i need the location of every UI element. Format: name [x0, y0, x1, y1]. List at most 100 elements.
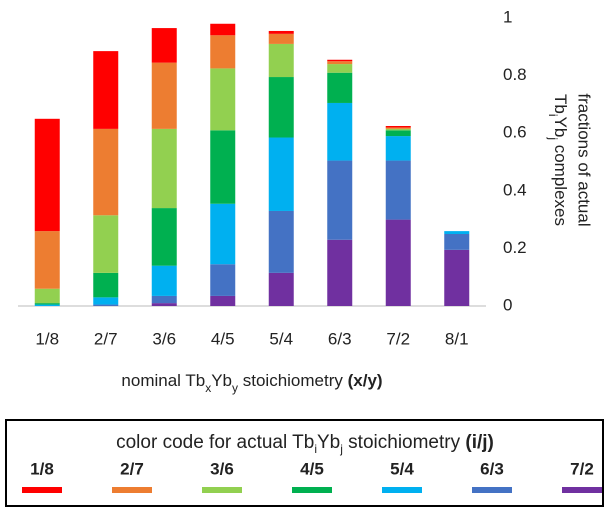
bar-segment [210, 35, 236, 69]
y-tick-label: 0.8 [503, 65, 527, 84]
bar-segment [327, 61, 353, 65]
x-tick-label: 3/6 [152, 329, 176, 348]
bar-segment [444, 249, 470, 306]
y-tick-label: 0.6 [503, 123, 527, 142]
legend-swatch [382, 487, 422, 493]
text-part: (x/y) [348, 371, 383, 390]
bar-segment [34, 288, 60, 304]
bar-segment [327, 239, 353, 306]
bar-segment [268, 77, 294, 138]
legend-swatch [112, 487, 152, 493]
legend-swatch [202, 487, 242, 493]
legend-box [5, 419, 604, 507]
legend-label: 4/5 [300, 459, 324, 478]
legend-label: 5/4 [390, 459, 414, 478]
bar-segment [385, 130, 411, 137]
x-tick-label: 7/2 [386, 329, 410, 348]
subscript: j [546, 136, 560, 140]
bar-segment [327, 72, 353, 103]
bar-segment [327, 102, 353, 161]
bar-segment [93, 272, 119, 298]
x-tick-label: 2/7 [94, 329, 118, 348]
bar-segment [93, 128, 119, 216]
bar-segment [268, 210, 294, 273]
text-part: Yb [317, 432, 340, 453]
x-tick-label: 4/5 [211, 329, 235, 348]
bar-segment [151, 303, 177, 306]
text-part: stoichiometry [238, 371, 348, 390]
bar-segment [385, 219, 411, 306]
subscript: y [232, 381, 238, 395]
bar-segment [268, 272, 294, 306]
bar-segment [385, 128, 411, 131]
y-tick-label: 1 [503, 7, 512, 26]
text-part: stoichiometry [343, 432, 465, 453]
bar-segment [268, 137, 294, 211]
subscript: i [546, 114, 560, 117]
bar-segment [385, 160, 411, 220]
text-part: complexes [551, 140, 570, 226]
y-axis-label: fractions of actual TbiYbj complexes [546, 93, 594, 226]
bar-segment [93, 51, 119, 129]
y-tick-label: 0.4 [503, 180, 527, 199]
y-tick-label: 0 [503, 295, 512, 314]
text-part: color code for actual Tb [116, 432, 314, 453]
x-axis-label: nominal TbxYby stoichiometry (x/y) [121, 371, 382, 395]
bar-segment [444, 234, 470, 250]
legend-label: 2/7 [120, 459, 144, 478]
legend-label: 3/6 [210, 459, 234, 478]
bar-segment [327, 64, 353, 73]
bar-segment [268, 43, 294, 78]
bar-segment [385, 126, 411, 128]
bar-segment [385, 127, 411, 129]
bar-segment [151, 208, 177, 266]
x-tick-label: 6/3 [328, 329, 352, 348]
bar-segment [151, 128, 177, 209]
bar-segment [268, 30, 294, 34]
y-axis-label-line: fractions of actual [575, 93, 594, 226]
bar-segment [268, 33, 294, 44]
x-tick-label: 1/8 [35, 329, 59, 348]
subscript: j [339, 442, 343, 456]
bar-segment [151, 28, 177, 63]
legend-label: 7/2 [570, 459, 594, 478]
bar-segment [151, 295, 177, 304]
bar-segment [93, 304, 119, 306]
legend-swatch [22, 487, 62, 493]
legend-label: 1/8 [30, 459, 54, 478]
x-tick-label: 5/4 [269, 329, 293, 348]
text-part: (i/j) [465, 432, 494, 453]
bar-segment [327, 59, 353, 62]
bar-segment [93, 297, 119, 305]
bar-segment [210, 130, 236, 204]
bar-segment [385, 136, 411, 161]
legend-swatch [292, 487, 332, 493]
text-part: nominal Tb [121, 371, 205, 390]
text-part: Yb [211, 371, 232, 390]
bar-segment [327, 160, 353, 240]
bar-segment [444, 231, 470, 234]
bar-segment [34, 304, 60, 306]
y-axis-label-line: TbiYbj complexes [546, 94, 570, 226]
text-part: Yb [551, 117, 570, 138]
bar-segment [210, 68, 236, 131]
y-tick-label: 0.2 [503, 238, 527, 257]
bar-segment [151, 265, 177, 296]
bar-segment [34, 118, 60, 232]
text-part: Tb [551, 94, 570, 114]
legend-swatch [472, 487, 512, 493]
subscript: x [205, 381, 211, 395]
bar-segment [210, 264, 236, 296]
x-tick-label: 8/1 [445, 329, 469, 348]
bar-segment [34, 303, 60, 305]
bar-segment [210, 295, 236, 306]
legend-title: color code for actual TbiYbj stoichiomet… [116, 432, 494, 456]
bar-segment [93, 215, 119, 273]
bar-segment [151, 62, 177, 129]
legend-label: 6/3 [480, 459, 504, 478]
subscript: i [314, 442, 317, 456]
bar-segment [210, 203, 236, 265]
bar-segment [210, 23, 236, 36]
bar-segment [34, 231, 60, 289]
